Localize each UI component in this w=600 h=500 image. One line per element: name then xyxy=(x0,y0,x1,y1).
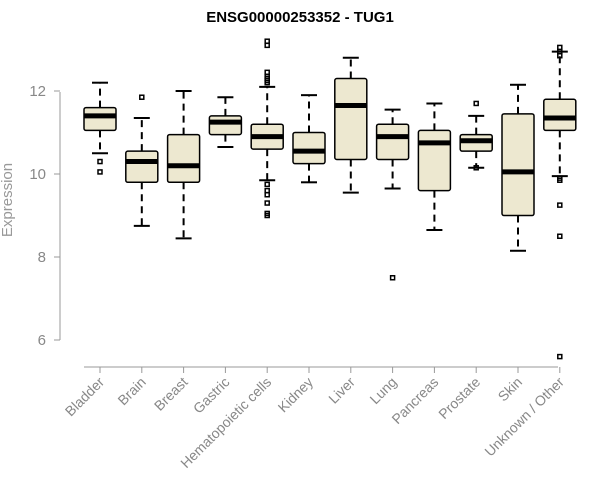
box-breast xyxy=(166,90,201,240)
y-tick-label: 6 xyxy=(38,332,46,349)
y-tick-label: 12 xyxy=(29,83,46,100)
x-tick-label: Unknown / Other xyxy=(481,374,567,460)
box-lung xyxy=(375,108,410,281)
box-kidney xyxy=(292,94,326,184)
outlier-point xyxy=(97,158,103,165)
outlier-point xyxy=(473,100,479,107)
outlier-point xyxy=(264,181,270,188)
box-skin xyxy=(501,83,535,252)
box-iqr xyxy=(125,150,159,184)
outlier-point xyxy=(139,94,145,100)
outlier-point xyxy=(473,165,479,171)
outlier-point xyxy=(557,177,563,183)
chart-title: ENSG00000253352 - TUG1 xyxy=(206,9,394,26)
y-tick-label: 10 xyxy=(29,166,46,183)
box-unknown-other xyxy=(543,44,577,360)
box-iqr xyxy=(543,98,577,132)
x-tick-label: Lung xyxy=(366,374,399,407)
x-tick-label: Breast xyxy=(151,374,191,414)
box-bladder xyxy=(83,81,117,175)
x-tick-label: Skin xyxy=(495,374,526,405)
outlier-point xyxy=(557,353,563,360)
box-hematopoietic-cells xyxy=(250,38,284,219)
box-series xyxy=(83,38,577,360)
outlier-point xyxy=(264,192,270,198)
box-pancreas xyxy=(417,102,452,232)
box-liver xyxy=(334,56,368,194)
box-gastric xyxy=(208,96,243,149)
outlier-point xyxy=(264,42,270,49)
outlier-point xyxy=(264,212,270,219)
outlier-point xyxy=(264,200,270,206)
box-iqr xyxy=(334,77,368,161)
box-iqr xyxy=(417,129,452,192)
x-tick-label: Kidney xyxy=(275,374,317,416)
box-iqr xyxy=(292,131,326,165)
x-tick-label: Brain xyxy=(114,374,148,408)
outlier-point xyxy=(557,52,563,59)
y-axis-label: Expression xyxy=(0,163,16,237)
box-iqr xyxy=(83,106,117,132)
outlier-point xyxy=(557,202,563,208)
box-iqr xyxy=(375,123,410,161)
outlier-point xyxy=(557,233,563,239)
outlier-point xyxy=(264,79,270,86)
y-tick-label: 8 xyxy=(38,249,46,266)
x-tick-label: Liver xyxy=(325,374,358,407)
box-iqr xyxy=(208,115,243,136)
x-tick-label: Bladder xyxy=(62,374,108,420)
box-brain xyxy=(125,94,159,227)
box-iqr xyxy=(166,133,201,184)
outlier-point xyxy=(97,169,103,175)
y-axis-ticks: 6 8 10 12 xyxy=(29,83,60,349)
box-prostate xyxy=(459,100,493,171)
box-iqr xyxy=(501,113,535,217)
outlier-point xyxy=(389,275,396,281)
x-tick-label: Prostate xyxy=(435,374,483,422)
